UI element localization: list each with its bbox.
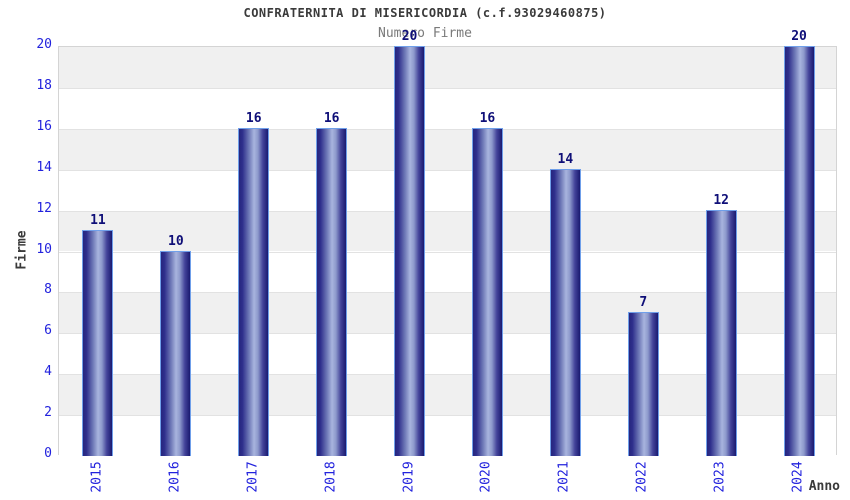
- bar-2022: [627, 311, 659, 456]
- plot-band: [59, 87, 836, 129]
- bar-2021: [549, 168, 581, 456]
- bar-2018: [316, 127, 348, 456]
- x-tick-2020: 2020: [478, 461, 494, 493]
- y-tick-2: 2: [44, 405, 52, 421]
- gridline: [59, 87, 836, 89]
- y-tick-10: 10: [36, 241, 52, 257]
- bar-2019: [394, 46, 426, 456]
- x-tick-2019: 2019: [401, 461, 417, 493]
- gridline: [59, 128, 836, 130]
- bar-2015: [82, 230, 114, 456]
- bar-2020: [471, 127, 503, 456]
- bar-value-2022: 7: [639, 294, 648, 310]
- x-tick-2017: 2017: [245, 461, 261, 493]
- gridline: [59, 333, 836, 335]
- bar-value-2016: 10: [168, 233, 184, 249]
- plot-area: 11 10 16 16 20 16 14 7 12 20: [58, 29, 837, 456]
- chart-subtitle: Numero Firme: [378, 26, 472, 41]
- bar-value-2023: 12: [713, 192, 729, 208]
- bar-value-2015: 11: [90, 213, 106, 229]
- y-tick-4: 4: [44, 364, 52, 380]
- gridline: [59, 169, 836, 171]
- bar-2016: [160, 250, 192, 456]
- gridline: [59, 415, 836, 417]
- x-tick-2021: 2021: [556, 461, 572, 493]
- gridline: [59, 292, 836, 294]
- y-tick-8: 8: [44, 282, 52, 298]
- plot-band: [59, 47, 836, 88]
- x-tick-2022: 2022: [634, 461, 650, 493]
- x-tick-2015: 2015: [89, 461, 105, 493]
- y-tick-0: 0: [44, 446, 52, 461]
- y-tick-14: 14: [36, 159, 52, 175]
- gridline: [59, 374, 836, 376]
- x-tick-2023: 2023: [712, 461, 728, 493]
- y-tick-20: 20: [36, 37, 52, 52]
- x-tick-2024: 2024: [790, 461, 806, 493]
- x-tick-2016: 2016: [167, 461, 183, 493]
- bar-value-2019: 20: [401, 29, 418, 44]
- x-tick-2018: 2018: [323, 461, 339, 493]
- plot-band: [59, 169, 836, 211]
- chart-title: CONFRATERNITA DI MISERICORDIA (c.f.93029…: [243, 6, 607, 20]
- bar-value-2021: 14: [557, 151, 574, 167]
- y-tick-6: 6: [44, 323, 52, 339]
- bar-value-2017: 16: [245, 110, 262, 126]
- plot-band: [59, 128, 836, 170]
- bar-2023: [705, 209, 737, 456]
- bar-value-2024: 20: [791, 29, 807, 44]
- y-tick-12: 12: [36, 200, 52, 216]
- y-tick-16: 16: [36, 118, 52, 134]
- y-tick-18: 18: [36, 77, 52, 93]
- gridline: [59, 251, 836, 253]
- bar-2017: [238, 127, 270, 456]
- bar-value-2020: 16: [479, 110, 496, 126]
- x-axis-title: Anno: [808, 479, 840, 494]
- bar-2024: [783, 46, 815, 456]
- bar-value-2018: 16: [323, 110, 340, 126]
- gridline: [59, 210, 836, 212]
